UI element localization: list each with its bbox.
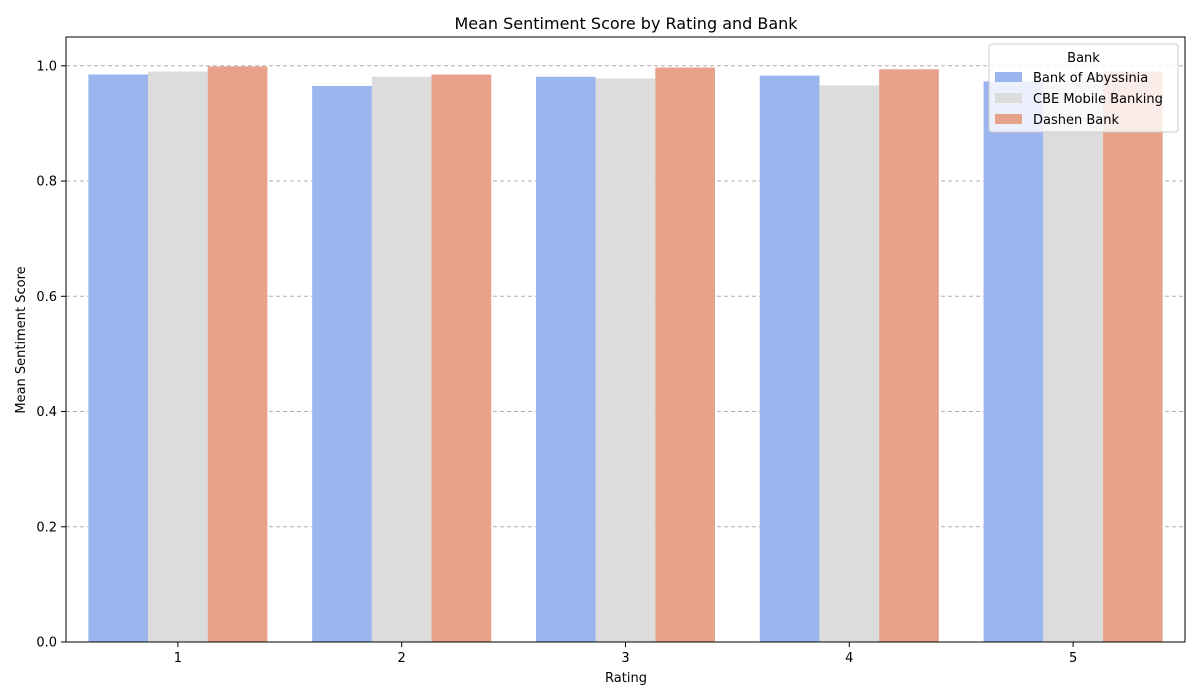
legend: Bank Bank of Abyssinia CBE Mobile Banking D… bbox=[988, 43, 1179, 133]
y-tick-label: 0.2 bbox=[36, 520, 57, 535]
bar bbox=[595, 78, 656, 642]
legend-entry: Dashen Bank bbox=[1033, 113, 1119, 128]
y-axis-ticks: 0.0 0.2 0.4 0.6 0.8 1.0 bbox=[36, 59, 66, 651]
y-tick-label: 0.6 bbox=[36, 290, 57, 305]
bar bbox=[312, 85, 372, 642]
bar bbox=[1043, 80, 1103, 642]
y-tick-label: 1.0 bbox=[36, 59, 57, 74]
x-axis-ticks: 1 2 3 4 5 bbox=[174, 642, 1077, 666]
chart-title: Mean Sentiment Score by Rating and Bank bbox=[454, 14, 798, 33]
legend-swatch bbox=[995, 114, 1022, 124]
bar bbox=[819, 85, 880, 642]
bar bbox=[88, 74, 149, 642]
y-tick-label: 0.0 bbox=[36, 636, 57, 651]
y-tick-label: 0.4 bbox=[36, 405, 57, 420]
bar bbox=[1102, 71, 1163, 643]
legend-title: Bank bbox=[1067, 51, 1100, 66]
x-tick-label: 3 bbox=[621, 651, 629, 666]
bar bbox=[431, 74, 492, 642]
x-tick-label: 4 bbox=[845, 651, 853, 666]
x-axis-label: Rating bbox=[605, 671, 647, 686]
bar bbox=[879, 69, 939, 643]
bars bbox=[88, 66, 1163, 643]
x-tick-label: 1 bbox=[174, 651, 182, 666]
y-axis-label: Mean Sentiment Score bbox=[14, 266, 29, 413]
bar bbox=[759, 75, 820, 643]
y-tick-label: 0.8 bbox=[36, 175, 57, 190]
bar bbox=[371, 76, 432, 642]
bar bbox=[207, 66, 268, 642]
legend-swatch bbox=[995, 93, 1022, 103]
legend-box bbox=[988, 43, 1179, 133]
x-tick-label: 2 bbox=[398, 651, 406, 666]
legend-swatch bbox=[995, 72, 1022, 82]
legend-entry: Bank of Abyssinia bbox=[1033, 71, 1148, 86]
bar bbox=[983, 81, 1044, 642]
legend-entry: CBE Mobile Banking bbox=[1033, 92, 1163, 107]
bar bbox=[535, 76, 596, 642]
x-tick-label: 5 bbox=[1069, 651, 1077, 666]
bar bbox=[655, 67, 716, 643]
bar bbox=[148, 71, 208, 643]
